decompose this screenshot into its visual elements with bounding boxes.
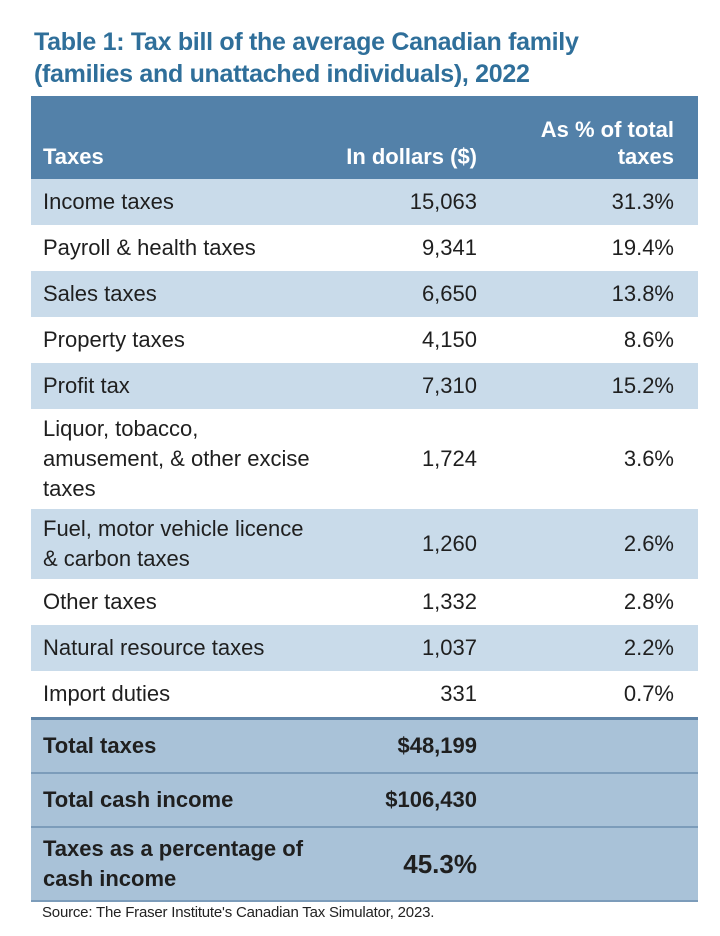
total-empty-cell [491, 772, 698, 827]
total-label: Taxes as a percentage of cash income [31, 826, 323, 902]
row-percent: 2.2% [491, 625, 698, 671]
row-percent: 31.3% [491, 179, 698, 225]
row-dollars: 6,650 [323, 271, 491, 317]
table-row: Import duties 331 0.7% [31, 671, 698, 719]
row-label: Natural resource taxes [31, 625, 323, 671]
table-title: Table 1: Tax bill of the average Canadia… [34, 26, 694, 90]
row-percent: 13.8% [491, 271, 698, 317]
row-dollars: 1,037 [323, 625, 491, 671]
row-dollars: 7,310 [323, 363, 491, 409]
table-row: Liquor, tobacco, amusement, & other exci… [31, 409, 698, 509]
row-percent: 19.4% [491, 225, 698, 271]
total-value: $48,199 [323, 717, 491, 773]
tax-bill-table: Taxes In dollars ($) As % of total taxes… [31, 96, 698, 902]
table-row: Payroll & health taxes 9,341 19.4% [31, 225, 698, 271]
total-row: Total cash income $106,430 [31, 772, 698, 827]
total-row: Total taxes $48,199 [31, 717, 698, 773]
row-dollars: 331 [323, 671, 491, 719]
row-label: Fuel, motor vehicle licence & carbon tax… [31, 509, 323, 579]
row-dollars: 15,063 [323, 179, 491, 225]
row-label: Other taxes [31, 579, 323, 625]
row-label: Property taxes [31, 317, 323, 363]
table-title-line2: (families and unattached individuals), 2… [34, 60, 530, 88]
row-label: Payroll & health taxes [31, 225, 323, 271]
total-empty-cell [491, 717, 698, 773]
row-dollars: 1,260 [323, 509, 491, 579]
row-dollars: 9,341 [323, 225, 491, 271]
table-row: Fuel, motor vehicle licence & carbon tax… [31, 509, 698, 579]
table-row: Property taxes 4,150 8.6% [31, 317, 698, 363]
table-header-row: Taxes In dollars ($) As % of total taxes [31, 96, 698, 179]
total-empty-cell [491, 826, 698, 902]
row-percent: 15.2% [491, 363, 698, 409]
row-percent: 2.8% [491, 579, 698, 625]
header-taxes: Taxes [31, 96, 323, 179]
total-row: Taxes as a percentage of cash income 45.… [31, 826, 698, 902]
row-label: Income taxes [31, 179, 323, 225]
header-percent: As % of total taxes [491, 96, 698, 179]
row-dollars: 4,150 [323, 317, 491, 363]
table-row: Profit tax 7,310 15.2% [31, 363, 698, 409]
header-dollars: In dollars ($) [323, 96, 491, 179]
table-row: Sales taxes 6,650 13.8% [31, 271, 698, 317]
table-row: Natural resource taxes 1,037 2.2% [31, 625, 698, 671]
table-row: Other taxes 1,332 2.8% [31, 579, 698, 625]
row-dollars: 1,332 [323, 579, 491, 625]
row-label: Liquor, tobacco, amusement, & other exci… [31, 409, 323, 509]
row-label: Profit tax [31, 363, 323, 409]
row-label: Import duties [31, 671, 323, 719]
row-label: Sales taxes [31, 271, 323, 317]
row-dollars: 1,724 [323, 409, 491, 509]
table-row: Income taxes 15,063 31.3% [31, 179, 698, 225]
total-value: $106,430 [323, 772, 491, 827]
row-percent: 0.7% [491, 671, 698, 719]
total-label: Total taxes [31, 717, 323, 773]
total-value: 45.3% [323, 826, 491, 902]
row-percent: 8.6% [491, 317, 698, 363]
table-title-line1: Table 1: Tax bill of the average Canadia… [34, 28, 579, 56]
source-note: Source: The Fraser Institute's Canadian … [42, 904, 435, 921]
total-label: Total cash income [31, 772, 323, 827]
row-percent: 3.6% [491, 409, 698, 509]
row-percent: 2.6% [491, 509, 698, 579]
